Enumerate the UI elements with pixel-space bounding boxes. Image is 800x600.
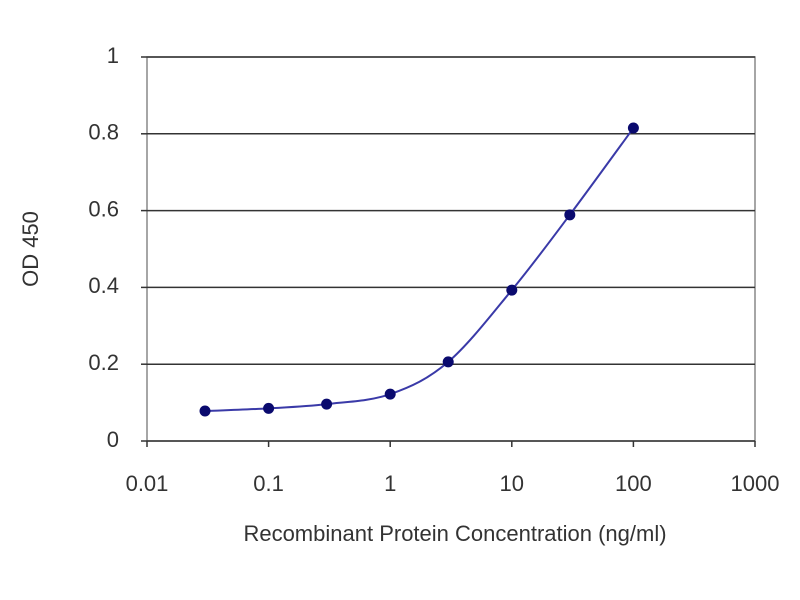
data-point	[263, 402, 275, 414]
y-axis-title: OD 450	[18, 211, 43, 287]
x-tick-label: 100	[615, 471, 652, 496]
data-point	[627, 122, 639, 134]
y-tick-label: 1	[107, 43, 119, 68]
data-point	[199, 405, 211, 417]
x-tick-label: 1000	[731, 471, 780, 496]
y-tick-label: 0.8	[88, 120, 119, 145]
data-point	[442, 356, 454, 368]
x-axis-title: Recombinant Protein Concentration (ng/ml…	[243, 521, 666, 546]
x-tick-label: 1	[384, 471, 396, 496]
y-tick-label: 0.2	[88, 350, 119, 375]
x-tick-label: 0.1	[253, 471, 284, 496]
data-point	[564, 209, 576, 221]
data-point	[321, 398, 333, 410]
y-tick-label: 0	[107, 427, 119, 452]
plot-area	[146, 56, 756, 442]
x-tick-label: 10	[500, 471, 524, 496]
y-tick-label: 0.4	[88, 273, 119, 298]
y-tick-label: 0.6	[88, 196, 119, 221]
x-tick-label: 0.01	[126, 471, 169, 496]
data-point	[384, 388, 396, 400]
data-point	[506, 284, 518, 296]
